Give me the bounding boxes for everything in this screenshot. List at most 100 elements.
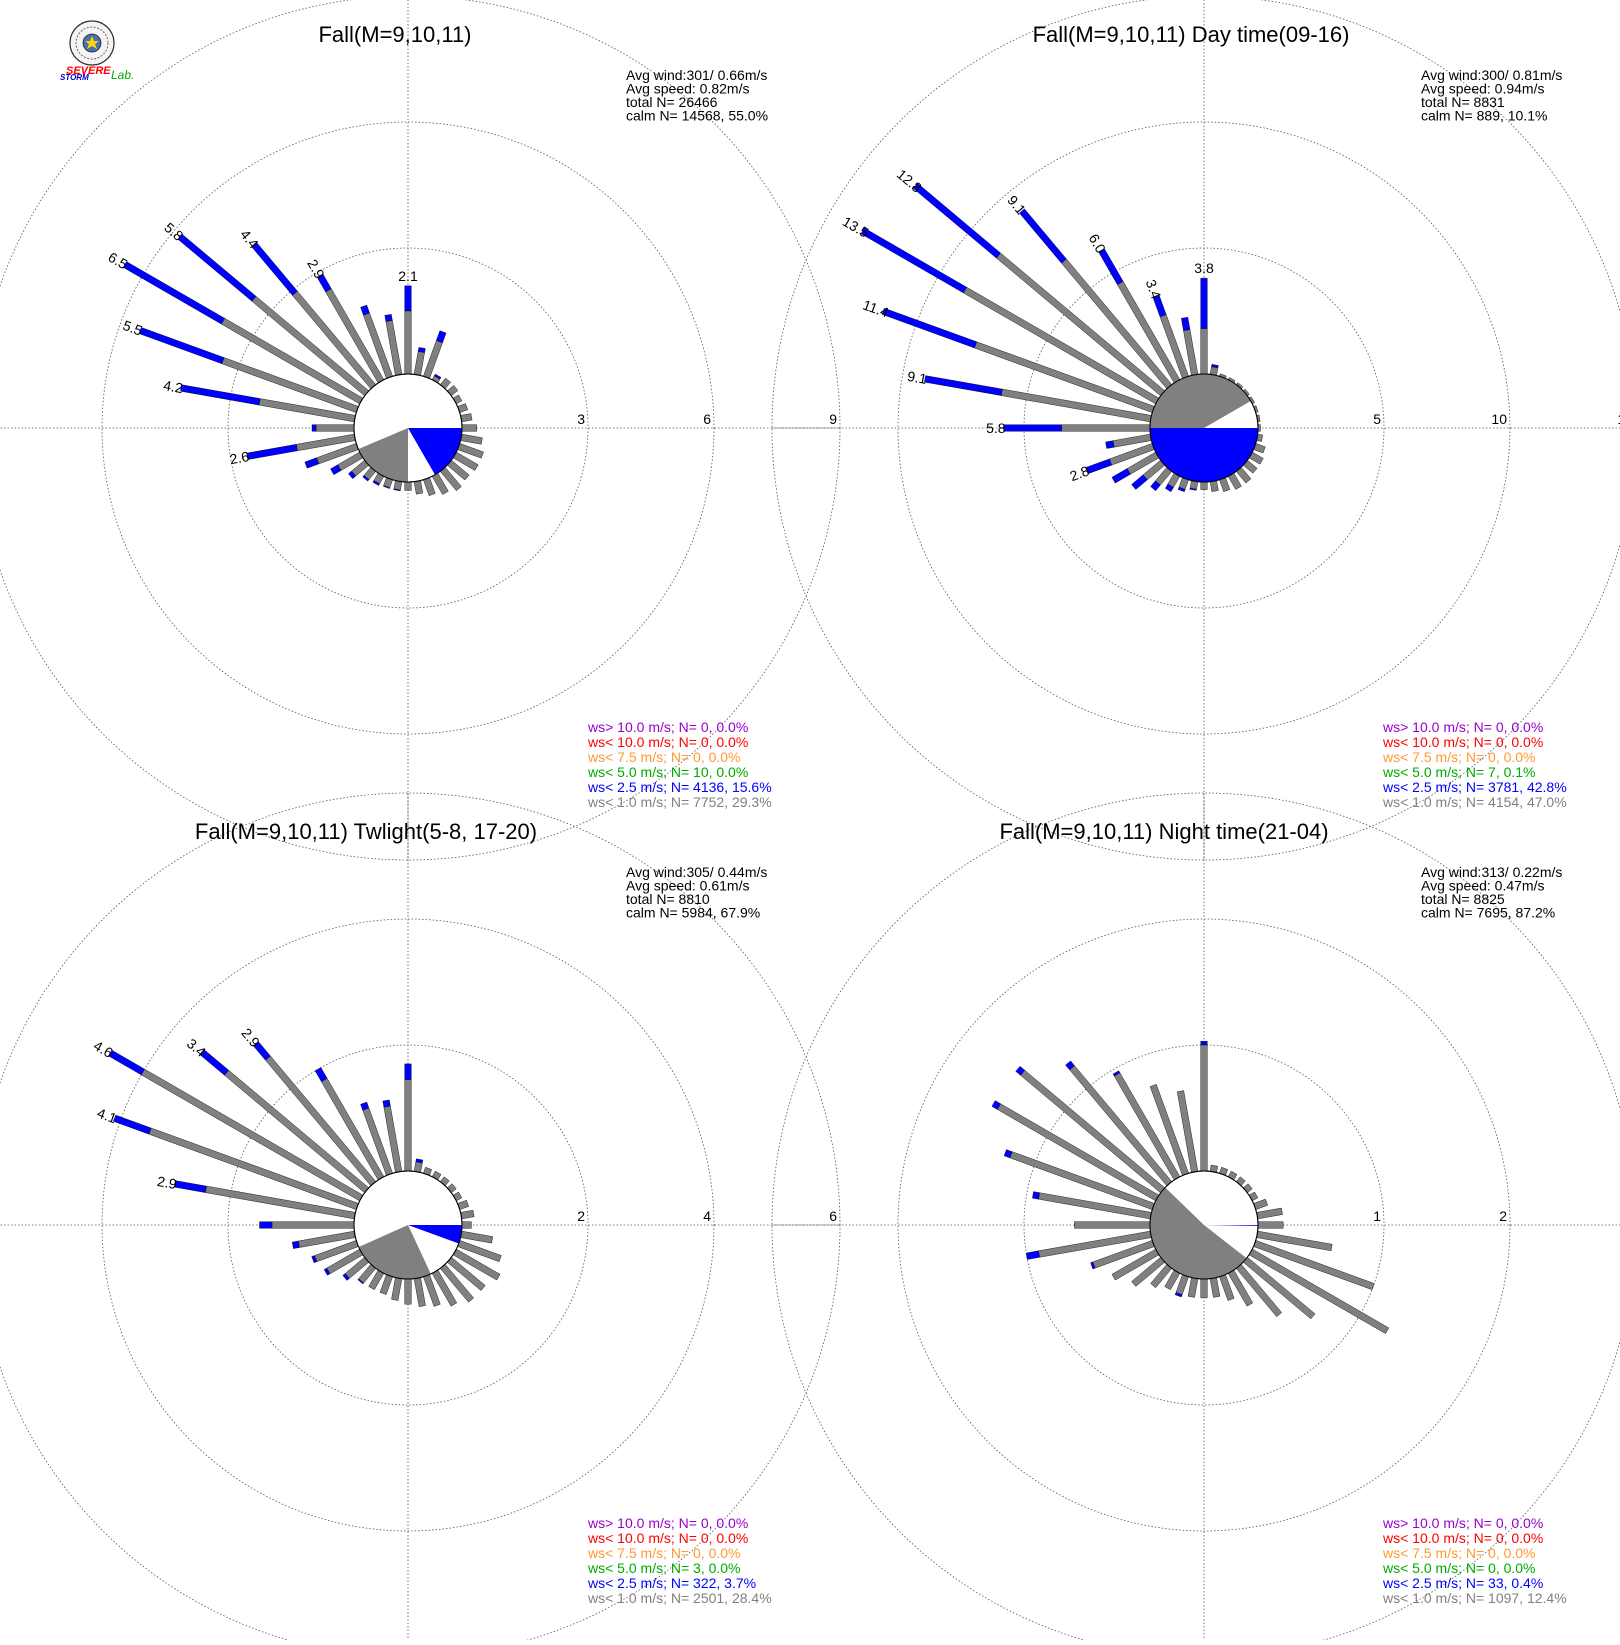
ring-label: 3: [577, 411, 585, 427]
stat-total: total N= 8825: [1421, 891, 1505, 907]
stat-avg-speed: Avg speed: 0.47m/s: [1421, 878, 1544, 894]
grid-ring: [897, 918, 1511, 1532]
logo-lab-text: Lab.: [111, 68, 134, 82]
bar-blue-segment: [1025, 1250, 1040, 1260]
bar-gray-segment: [460, 1230, 494, 1244]
bar-gray-segment: [1257, 1221, 1284, 1229]
bar-blue-segment: [404, 285, 412, 312]
bar-gray-segment: [404, 1278, 412, 1305]
panel-title: Fall(M=9,10,11) Night time(21-04): [999, 819, 1328, 844]
calm-circle-outline: [1149, 1170, 1259, 1280]
bar-gray-segment: [404, 310, 412, 375]
lab-logo: SEVERE STORM Lab.: [60, 20, 134, 82]
bar-gray-segment: [1112, 433, 1152, 448]
legend-entry: ws> 10.0 m/s; N= 0, 0.0%: [1382, 719, 1543, 735]
stat-avg-wind: Avg wind:305/ 0.44m/s: [626, 864, 767, 880]
bar-gray-segment: [1248, 1248, 1390, 1334]
bar-gray-segment: [1200, 1044, 1208, 1172]
legend-entry: ws> 10.0 m/s; N= 0, 0.0%: [1382, 1515, 1543, 1531]
wind-rose-panel: 510153.82.85.89.111.413.512.89.16.03.4Fa…: [771, 0, 1620, 861]
grid-ring: [897, 121, 1511, 735]
panel-title: Fall(M=9,10,11) Day time(09-16): [1033, 22, 1350, 47]
bar-value-label: 2.1: [398, 268, 418, 284]
bar-value-label: 4.1: [95, 1105, 119, 1127]
bar-gray-segment: [460, 413, 473, 423]
stat-calm: calm N= 7695, 87.2%: [1421, 905, 1555, 921]
legend-entry: ws< 10.0 m/s; N= 0, 0.0%: [1382, 734, 1543, 750]
bar-blue-segment: [1111, 468, 1131, 484]
bar-gray-segment: [1061, 424, 1151, 432]
wind-rose-panel: 3 6 92.12.64.25.56.55.8 4.42.9Fall(M=9,10,1…: [0, 0, 841, 861]
bar-value-label: 2.8: [1068, 462, 1092, 484]
bar-gray-segment: [460, 433, 483, 445]
bar-blue-segment: [1003, 424, 1063, 432]
bar-blue-segment: [246, 444, 298, 460]
legend-entry: ws> 10.0 m/s; N= 0, 0.0%: [587, 719, 748, 735]
bar-gray-segment: [413, 1161, 423, 1173]
bar-gray-segment: [391, 1277, 403, 1301]
bar-blue-segment: [122, 261, 225, 325]
ring-label: 10: [1491, 411, 1507, 427]
bar-gray-segment: [1209, 1277, 1221, 1298]
legend-entry: ws< 7.5 m/s; N= 0, 0.0%: [1382, 749, 1536, 765]
bar-blue-segment: [174, 1180, 207, 1193]
university-seal-icon: [69, 20, 115, 66]
calm-circle-outline: [353, 1170, 463, 1280]
stat-avg-wind: Avg wind:301/ 0.66m/s: [626, 67, 767, 83]
legend-entry: ws< 1.0 m/s; N= 4154, 47.0%: [1382, 794, 1567, 810]
bar-blue-segment: [1019, 208, 1067, 264]
ring-label: 9: [829, 411, 837, 427]
bar-blue-segment: [138, 327, 225, 365]
bar-value-label: 11.4: [861, 296, 891, 320]
ring-label: 2: [577, 1208, 585, 1224]
bar-gray-segment: [423, 477, 436, 496]
bar-blue-segment: [1085, 458, 1113, 474]
stat-calm: calm N= 14568, 55.0%: [626, 108, 768, 124]
bar-gray-segment: [1187, 1277, 1199, 1298]
calm-circle-outline: [1149, 373, 1259, 483]
bar-blue-segment: [1200, 278, 1208, 329]
bar-gray-segment: [1209, 480, 1219, 492]
stat-avg-speed: Avg speed: 0.94m/s: [1421, 81, 1544, 97]
stat-avg-speed: Avg speed: 0.82m/s: [626, 81, 749, 97]
legend-entry: ws< 2.5 m/s; N= 33, 0.4%: [1382, 1575, 1543, 1591]
legend-entry: ws< 7.5 m/s; N= 0, 0.0%: [587, 1545, 741, 1561]
bar-value-label: 4.2: [162, 377, 184, 396]
legend-entry: ws< 5.0 m/s; N= 3, 0.0%: [587, 1560, 741, 1576]
calm-wedge-blue: [408, 1225, 462, 1244]
legend-entry: ws< 1.0 m/s; N= 1097, 12.4%: [1382, 1590, 1567, 1606]
bar-gray-segment: [1001, 388, 1152, 423]
calm-wedge-gray: [358, 1225, 431, 1279]
ring-label: 4: [703, 1208, 711, 1224]
stat-avg-speed: Avg speed: 0.61m/s: [626, 878, 749, 894]
bar-blue-segment: [860, 227, 968, 294]
legend-entry: ws< 7.5 m/s; N= 0, 0.0%: [1382, 1545, 1536, 1561]
stat-avg-wind: Avg wind:313/ 0.22m/s: [1421, 864, 1562, 880]
ring-label: 1: [1373, 1208, 1381, 1224]
wind-rose-panel: 123Fall(M=9,10,11) Night time(21-04)Avg …: [771, 792, 1620, 1645]
ring-label: 6: [703, 411, 711, 427]
stat-total: total N= 26466: [626, 94, 718, 110]
bar-blue-segment: [113, 1114, 152, 1135]
bar-gray-segment: [461, 1221, 472, 1229]
bar-blue-segment: [881, 307, 978, 349]
calm-wedge-blue: [1150, 428, 1258, 482]
bar-blue-segment: [259, 1221, 273, 1229]
legend-entry: ws< 5.0 m/s; N= 10, 0.0%: [587, 764, 748, 780]
bar-gray-segment: [461, 424, 477, 432]
bar-gray-segment: [1175, 1274, 1189, 1295]
bar-gray-segment: [413, 1277, 426, 1307]
bar-gray-segment: [404, 481, 412, 491]
bar-value-label: 5.5: [121, 317, 145, 339]
grid-ring: [101, 918, 715, 1532]
bar-gray-segment: [413, 480, 424, 495]
calm-wedge-gray: [358, 428, 408, 482]
bar-gray-segment: [271, 1221, 355, 1229]
calm-circle-outline: [353, 373, 463, 483]
bar-value-label: 2.9: [156, 1173, 178, 1192]
bar-blue-segment: [304, 457, 320, 469]
legend-entry: ws< 10.0 m/s; N= 0, 0.0%: [587, 734, 748, 750]
